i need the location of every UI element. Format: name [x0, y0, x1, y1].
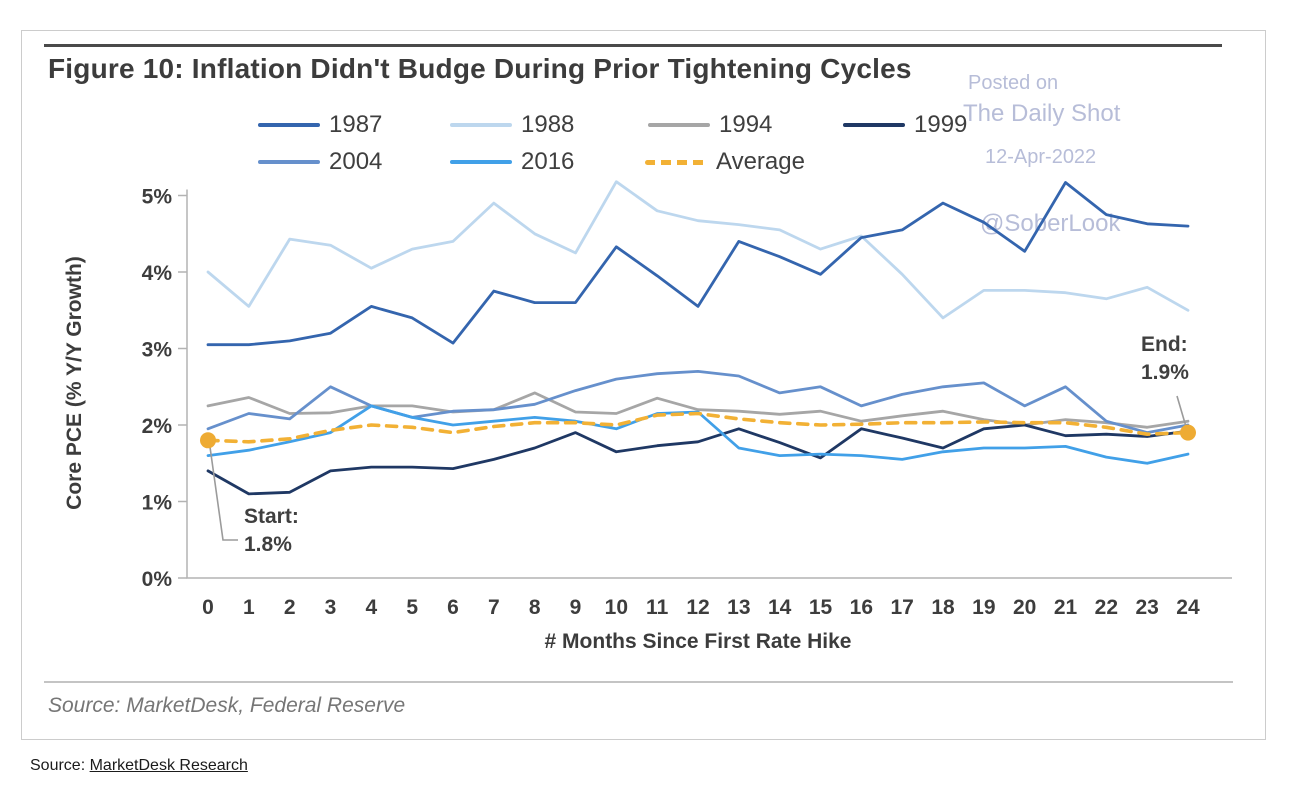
- legend-swatch-1987: [258, 123, 320, 127]
- page-source-link[interactable]: MarketDesk Research: [89, 757, 248, 774]
- legend-swatch-2004: [258, 160, 320, 164]
- series-line-1988: [206, 180, 1190, 320]
- annotation-end-label: End:: [1141, 333, 1188, 356]
- series-line-1999: [206, 423, 1190, 496]
- y-tick-label: 1%: [142, 492, 173, 515]
- legend-swatch-2016: [450, 160, 512, 164]
- x-tick-label: 6: [447, 596, 459, 619]
- x-tick-label: 5: [406, 596, 418, 619]
- legend-item-1999: 1999: [843, 111, 968, 138]
- page-source-prefix: Source:: [30, 757, 90, 774]
- x-tick-label: 15: [809, 596, 833, 619]
- annotation-start-label: Start:: [244, 505, 299, 528]
- x-tick-label: 23: [1135, 596, 1158, 619]
- x-tick-label: 2: [284, 596, 296, 619]
- annotation-start-value: 1.8%: [244, 533, 292, 556]
- chart-source-note: Source: MarketDesk, Federal Reserve: [48, 694, 406, 717]
- x-tick-label: 1: [243, 596, 255, 619]
- title-rule: [44, 44, 1222, 47]
- legend-item-average: Average: [645, 148, 805, 175]
- legend-item-1994: 1994: [648, 111, 773, 138]
- axis-lines: [186, 189, 1232, 579]
- x-tick-label: 11: [646, 596, 669, 619]
- y-tick-label: 5%: [142, 186, 173, 209]
- x-tick-label: 17: [890, 596, 913, 619]
- x-tick-label: 10: [605, 596, 628, 619]
- legend-swatch-1999: [843, 123, 905, 127]
- series-line-average: [206, 411, 1190, 444]
- y-tick-label: 0%: [142, 568, 173, 591]
- x-tick-label: 8: [529, 596, 541, 619]
- legend-item-1988: 1988: [450, 111, 575, 138]
- end-leader-line: [1176, 395, 1187, 427]
- y-tick-label: 2%: [142, 415, 173, 438]
- x-tick-label: 7: [488, 596, 500, 619]
- watermark-handle: @SoberLook: [980, 210, 1121, 237]
- legend-label-2004: 2004: [329, 148, 383, 175]
- x-tick-label: 13: [727, 596, 750, 619]
- x-tick-label: 14: [768, 596, 792, 619]
- legend-label-2016: 2016: [521, 148, 575, 175]
- y-tick-label: 4%: [142, 262, 173, 285]
- legend-item-1987: 1987: [258, 111, 383, 138]
- figure-title: Figure 10: Inflation Didn't Budge During…: [48, 53, 912, 84]
- legend-label-1988: 1988: [521, 111, 575, 138]
- legend-swatch-1994: [648, 123, 710, 127]
- x-tick-label: 16: [850, 596, 873, 619]
- marker-end: [1179, 424, 1196, 441]
- x-tick-label: 24: [1176, 596, 1200, 619]
- x-tick-label: 3: [325, 596, 337, 619]
- x-tick-label: 19: [972, 596, 995, 619]
- x-axis-title: # Months Since First Rate Hike: [544, 630, 852, 653]
- x-tick-label: 4: [365, 596, 377, 619]
- x-tick-label: 22: [1095, 596, 1118, 619]
- figure-card: [21, 30, 1266, 740]
- x-tick-label: 18: [931, 596, 955, 619]
- annotation-end-value: 1.9%: [1141, 361, 1189, 384]
- legend-label-1999: 1999: [914, 111, 968, 138]
- legend-label-average: Average: [716, 148, 805, 175]
- source-rule: [44, 681, 1233, 683]
- legend-label-1987: 1987: [329, 111, 383, 138]
- legend-swatch-average: [645, 159, 707, 165]
- marker-start: [200, 432, 216, 449]
- annotation-end: End: 1.9%: [1141, 331, 1189, 387]
- x-tick-label: 20: [1013, 596, 1036, 619]
- start-leader-line: [209, 446, 238, 541]
- watermark-site: The Daily Shot: [963, 100, 1121, 127]
- x-tick-label: 21: [1054, 596, 1078, 619]
- legend-item-2016: 2016: [450, 148, 575, 175]
- legend-label-1994: 1994: [719, 111, 773, 138]
- x-tick-label: 0: [202, 596, 214, 619]
- y-tick-label: 3%: [142, 339, 173, 362]
- y-axis-title: Core PCE (% Y/Y Growth): [63, 256, 86, 510]
- page-source-line: Source: MarketDesk Research: [30, 757, 248, 775]
- watermark-posted-on: Posted on: [968, 72, 1059, 94]
- legend-item-2004: 2004: [258, 148, 383, 175]
- legend-swatch-1988: [450, 123, 512, 127]
- annotation-start: Start: 1.8%: [244, 503, 299, 559]
- series-line-1987: [206, 181, 1190, 347]
- watermark-date: 12-Apr-2022: [985, 146, 1097, 168]
- x-tick-label: 9: [570, 596, 582, 619]
- x-tick-label: 12: [686, 596, 709, 619]
